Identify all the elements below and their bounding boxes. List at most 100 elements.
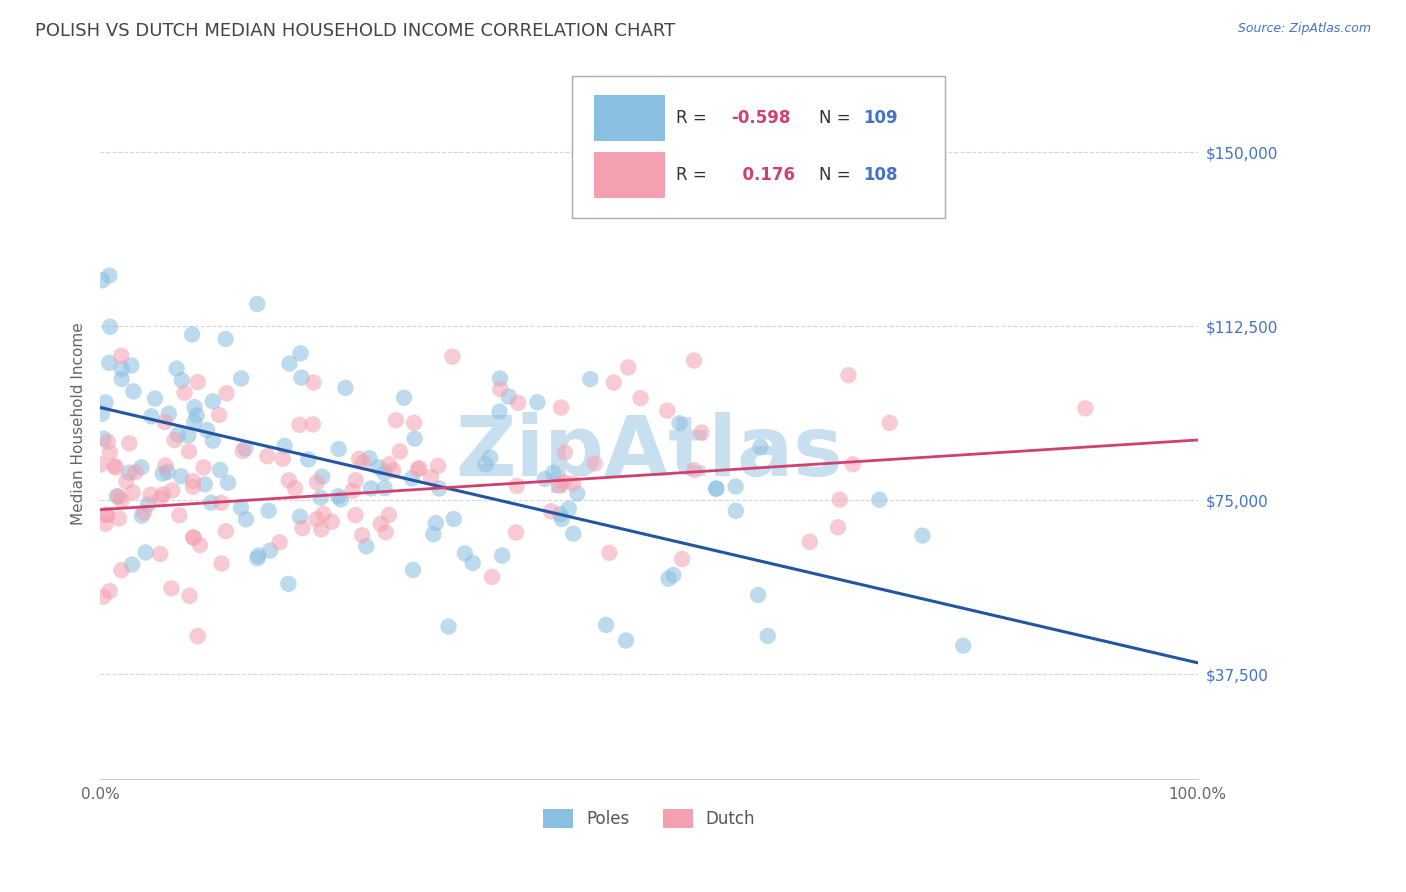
Point bbox=[321, 515, 343, 529]
Point bbox=[209, 463, 232, 477]
Point bbox=[160, 582, 183, 596]
Point bbox=[534, 472, 557, 486]
Point bbox=[479, 450, 502, 465]
Point bbox=[583, 457, 606, 471]
Point bbox=[309, 491, 332, 505]
Point bbox=[155, 458, 177, 473]
Point bbox=[579, 372, 602, 386]
Text: N =: N = bbox=[820, 109, 856, 128]
Text: N =: N = bbox=[820, 166, 856, 184]
Point bbox=[662, 568, 685, 582]
Text: R =: R = bbox=[676, 109, 713, 128]
Point bbox=[489, 371, 512, 385]
Point bbox=[110, 349, 132, 363]
Point bbox=[187, 375, 209, 389]
Point bbox=[91, 407, 114, 421]
Point bbox=[120, 359, 142, 373]
Point bbox=[868, 492, 890, 507]
Point bbox=[498, 390, 520, 404]
Point bbox=[443, 512, 465, 526]
Point bbox=[454, 546, 477, 560]
Point bbox=[827, 520, 849, 534]
Point bbox=[828, 492, 851, 507]
Point bbox=[96, 508, 118, 522]
Point bbox=[374, 525, 396, 540]
Point bbox=[441, 350, 464, 364]
Point bbox=[359, 451, 381, 466]
Point bbox=[690, 425, 713, 440]
Point bbox=[153, 415, 176, 429]
Point bbox=[131, 508, 153, 523]
Point bbox=[474, 458, 496, 472]
Point bbox=[506, 479, 529, 493]
Point bbox=[162, 483, 184, 498]
Point bbox=[335, 381, 357, 395]
Point bbox=[657, 403, 679, 417]
Point bbox=[118, 436, 141, 450]
Point bbox=[360, 482, 382, 496]
Text: 109: 109 bbox=[863, 109, 897, 128]
Point bbox=[550, 401, 572, 415]
Point bbox=[491, 549, 513, 563]
Point bbox=[181, 327, 204, 342]
Point bbox=[195, 423, 218, 437]
Point bbox=[208, 408, 231, 422]
Point bbox=[799, 534, 821, 549]
Point bbox=[408, 461, 430, 475]
Point bbox=[952, 639, 974, 653]
Point bbox=[595, 618, 617, 632]
Point bbox=[378, 457, 401, 471]
Point bbox=[132, 506, 155, 520]
Point bbox=[188, 538, 211, 552]
Point bbox=[329, 492, 352, 507]
Point bbox=[183, 415, 205, 429]
Point bbox=[246, 551, 269, 566]
Point bbox=[181, 474, 204, 488]
Point bbox=[749, 440, 772, 454]
Point bbox=[540, 504, 562, 518]
Point bbox=[91, 590, 114, 604]
Point bbox=[554, 445, 576, 459]
Text: R =: R = bbox=[676, 166, 713, 184]
Point bbox=[229, 500, 252, 515]
FancyBboxPatch shape bbox=[572, 76, 945, 218]
Point bbox=[704, 482, 727, 496]
Point bbox=[344, 473, 367, 487]
Point bbox=[344, 508, 367, 522]
Point bbox=[166, 427, 188, 442]
Point bbox=[837, 368, 859, 383]
Point bbox=[374, 481, 396, 495]
Point bbox=[98, 319, 121, 334]
Point bbox=[668, 416, 690, 430]
Point bbox=[543, 466, 565, 480]
Point bbox=[657, 572, 679, 586]
Text: 0.176: 0.176 bbox=[731, 166, 796, 184]
Point bbox=[548, 507, 571, 521]
Point bbox=[177, 444, 200, 458]
Point bbox=[143, 392, 166, 406]
Point bbox=[683, 353, 706, 368]
Point bbox=[290, 370, 312, 384]
Point bbox=[173, 385, 195, 400]
Point bbox=[94, 516, 117, 531]
Point bbox=[683, 463, 706, 477]
Point bbox=[278, 357, 301, 371]
Point bbox=[489, 382, 512, 396]
Point bbox=[508, 396, 530, 410]
Point bbox=[183, 531, 205, 545]
Point bbox=[163, 433, 186, 447]
Point bbox=[214, 332, 236, 346]
Point bbox=[401, 471, 423, 485]
Point bbox=[233, 442, 256, 456]
Point bbox=[107, 490, 129, 504]
Point bbox=[98, 356, 121, 370]
Point bbox=[269, 535, 291, 549]
Point bbox=[273, 439, 295, 453]
Point bbox=[385, 413, 408, 427]
Point bbox=[259, 543, 281, 558]
Point bbox=[152, 487, 174, 501]
Point bbox=[170, 469, 193, 483]
Point bbox=[211, 557, 233, 571]
Point bbox=[911, 528, 934, 542]
Point bbox=[152, 467, 174, 481]
